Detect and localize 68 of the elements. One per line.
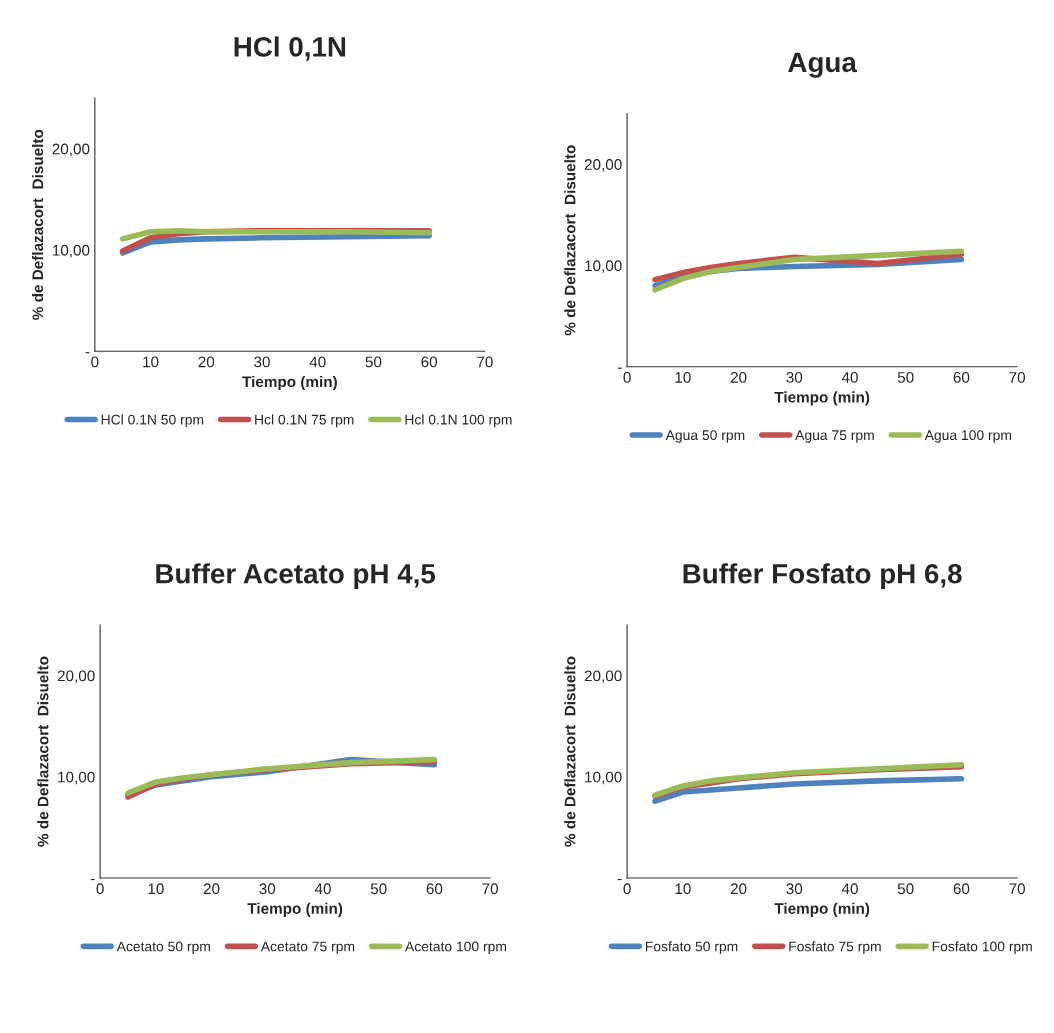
chart-title: Buffer Fosfato pH 6,8 [683, 563, 962, 590]
x-tick-label: 10 [675, 883, 691, 895]
x-axis-title: Tiempo (min) [247, 902, 343, 917]
x-tick-label: 30 [786, 371, 803, 383]
legend-label: Agua 100 rpm [924, 430, 1012, 443]
x-tick-label: 40 [841, 883, 858, 895]
y-tick-label: - [617, 878, 622, 881]
x-tick-label: 50 [370, 883, 387, 895]
legend-label: Fosfato 75 rpm [789, 941, 881, 955]
x-tick-label: 50 [365, 356, 382, 368]
y-axis-title: % de Deflazacort Disuelto [564, 145, 576, 336]
y-tick-label: - [90, 878, 95, 881]
chart-title: HCl 0,1N [234, 36, 346, 61]
x-tick-label: 10 [675, 371, 691, 383]
y-tick-label: 20,00 [57, 670, 95, 684]
x-tick-label: 0 [96, 883, 104, 895]
legend-label: Agua 75 rpm [795, 430, 874, 443]
y-tick-label: 10,00 [585, 771, 622, 785]
x-tick-label: 0 [91, 356, 99, 368]
y-tick-label: 10,00 [52, 244, 90, 258]
legend-label: HCl 0.1N 50 rpm [101, 414, 204, 428]
y-tick-label: 20,00 [584, 670, 622, 684]
x-tick-label: 70 [482, 883, 499, 895]
y-axis-title: % de Deflazacort Disuelto [564, 656, 576, 847]
x-tick-label: 10 [148, 883, 164, 895]
legend-label: Fosfato 100 rpm [932, 941, 1032, 955]
chart-title: Agua [788, 52, 858, 78]
legend-label: Agua 50 rpm [665, 430, 745, 443]
x-tick-label: 70 [1009, 883, 1026, 895]
y-tick-label: - [617, 367, 622, 369]
x-tick-label: 20 [730, 883, 747, 895]
x-tick-label: 40 [309, 356, 326, 368]
x-tick-label: 0 [623, 883, 631, 895]
legend-label: Hcl 0.1N 100 rpm [405, 414, 512, 428]
x-tick-label: 60 [421, 356, 438, 368]
y-tick-label: - [85, 352, 90, 354]
x-tick-label: 50 [897, 371, 914, 383]
x-tick-label: 70 [1009, 371, 1026, 383]
y-axis-title: % de Deflazacort Disuelto [31, 129, 44, 320]
legend-label: Acetato 100 rpm [405, 941, 507, 955]
x-tick-label: 50 [897, 883, 914, 895]
x-tick-label: 0 [623, 371, 631, 383]
x-tick-label: 30 [254, 356, 270, 368]
x-tick-label: 10 [143, 356, 159, 368]
x-tick-label: 40 [841, 371, 858, 383]
x-tick-label: 60 [426, 883, 443, 895]
y-axis-title: % de Deflazacort Disuelto [37, 656, 49, 847]
y-tick-label: 20,00 [584, 159, 622, 172]
x-tick-label: 40 [314, 883, 331, 895]
x-axis-title: Tiempo (min) [774, 902, 870, 917]
y-tick-label: 20,00 [52, 143, 90, 157]
x-tick-label: 70 [477, 356, 493, 368]
x-tick-label: 20 [730, 371, 747, 383]
x-axis-title: Tiempo (min) [242, 375, 337, 391]
chart-title: Buffer Acetato pH 4,5 [156, 563, 436, 590]
x-tick-label: 60 [953, 371, 970, 383]
x-tick-label: 30 [786, 883, 803, 895]
x-tick-label: 20 [198, 356, 215, 368]
y-tick-label: 10,00 [585, 260, 622, 273]
x-tick-label: 60 [953, 883, 970, 895]
x-axis-title: Tiempo (min) [774, 391, 870, 406]
x-tick-label: 30 [259, 883, 276, 895]
legend-label: Acetato 75 rpm [260, 941, 355, 955]
legend-label: Fosfato 50 rpm [645, 941, 738, 955]
x-tick-label: 20 [203, 883, 220, 895]
legend-label: Hcl 0.1N 75 rpm [255, 414, 354, 428]
y-tick-label: 10,00 [58, 771, 95, 785]
legend-label: Acetato 50 rpm [116, 941, 210, 955]
